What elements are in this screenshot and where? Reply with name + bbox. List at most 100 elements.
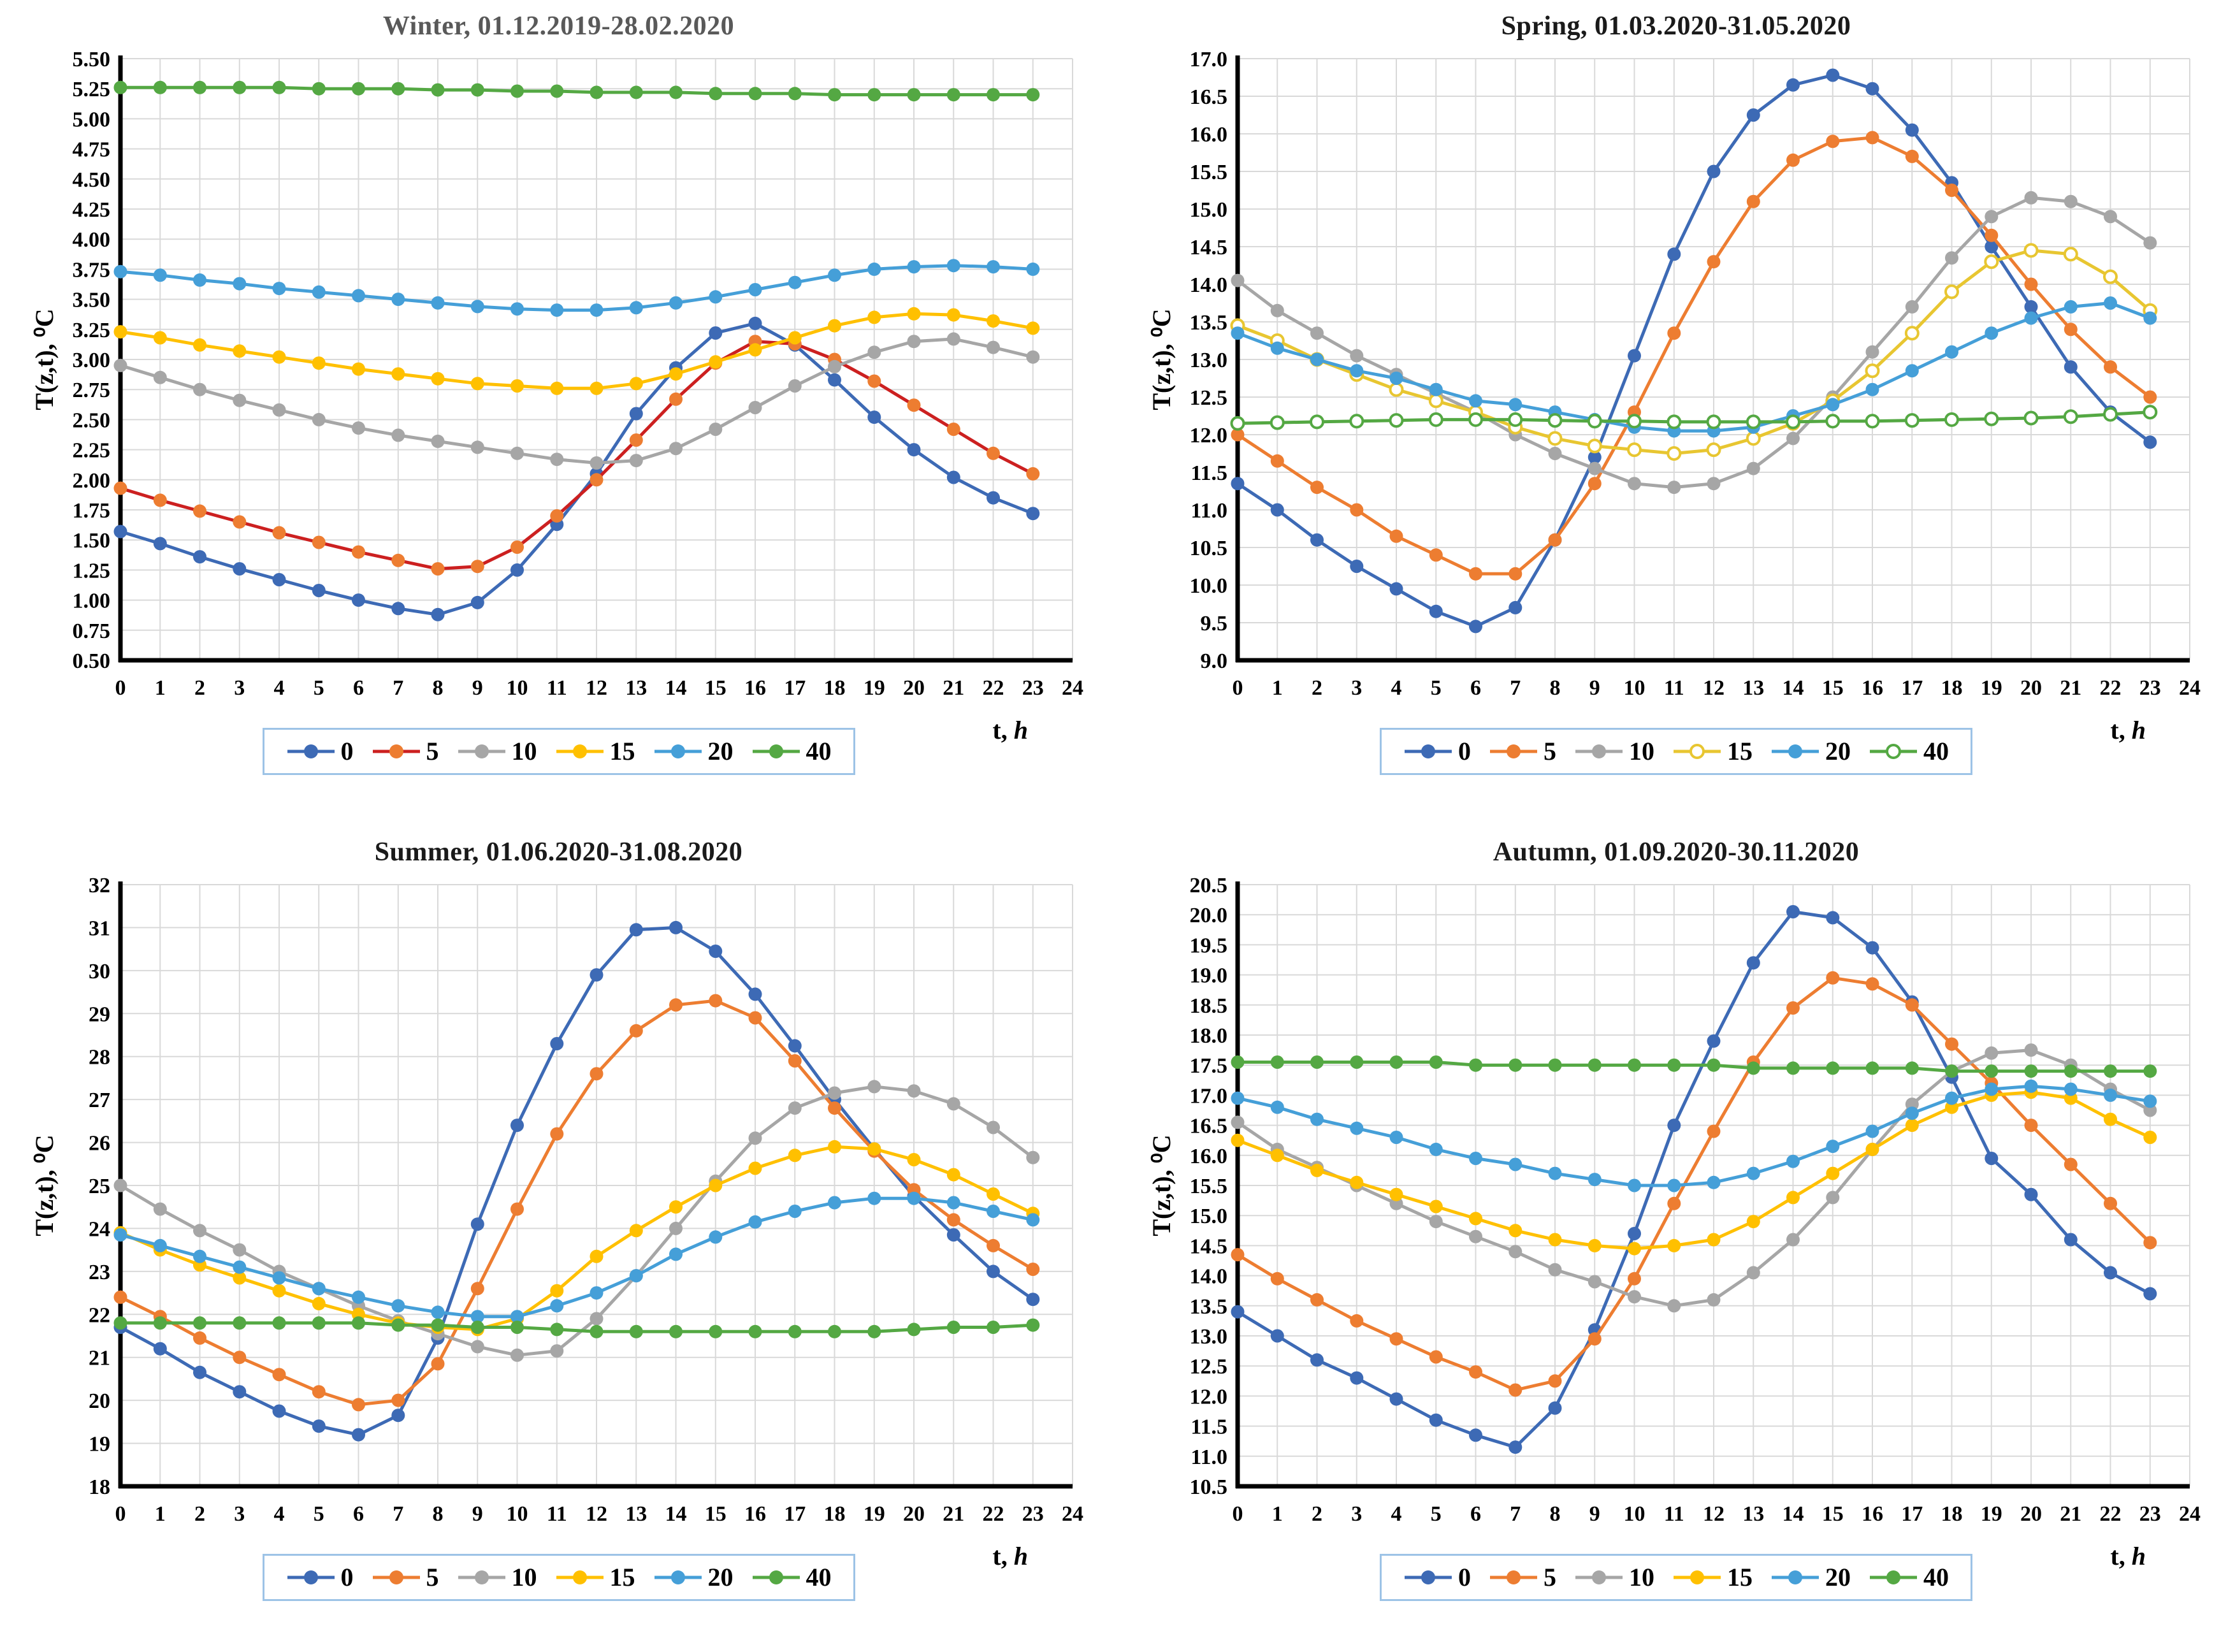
svg-text:17.5: 17.5 <box>1190 1054 1228 1078</box>
svg-text:10.5: 10.5 <box>1190 537 1228 560</box>
svg-text:15.0: 15.0 <box>1190 198 1228 222</box>
legend-marker-icon <box>1575 744 1623 758</box>
svg-text:17: 17 <box>784 676 806 700</box>
legend-item-depth-40: 40 <box>751 1565 832 1590</box>
legend-autumn: 0 5 10 15 20 40 <box>1380 1554 1972 1601</box>
legend-marker-icon <box>654 1570 702 1584</box>
svg-text:14.5: 14.5 <box>1190 236 1228 259</box>
svg-text:17.0: 17.0 <box>1190 1084 1228 1108</box>
svg-text:5.00: 5.00 <box>72 108 110 131</box>
svg-text:15.0: 15.0 <box>1190 1205 1228 1228</box>
svg-text:2: 2 <box>194 676 205 700</box>
chart-spring: Spring, 01.03.2020-31.05.2020 9.0 9.5 10.0… <box>1117 0 2235 826</box>
legend-marker-icon <box>654 744 702 758</box>
svg-text:18.5: 18.5 <box>1190 994 1228 1018</box>
legend-label: 10 <box>511 1563 537 1591</box>
svg-text:19: 19 <box>1981 1502 2002 1526</box>
svg-text:17: 17 <box>784 1502 806 1526</box>
chart-title-summer: Summer, 01.06.2020-31.08.2020 <box>374 837 743 867</box>
legend-item-depth-0: 0 <box>1403 739 1471 764</box>
legend-item-depth-15: 15 <box>1672 1565 1753 1590</box>
svg-text:18: 18 <box>89 1475 110 1499</box>
legend-marker-icon <box>752 744 800 758</box>
legend-label: 40 <box>1923 1563 1949 1591</box>
svg-text:16: 16 <box>1862 676 1883 700</box>
chart-title-spring: Spring, 01.03.2020-31.05.2020 <box>1501 11 1851 41</box>
svg-text:14.0: 14.0 <box>1190 273 1228 297</box>
svg-text:21: 21 <box>943 676 964 700</box>
svg-text:8: 8 <box>1550 676 1561 700</box>
legend-label: 5 <box>1544 1563 1556 1591</box>
legend-label: 10 <box>511 737 537 765</box>
svg-text:0: 0 <box>1233 676 1243 700</box>
svg-text:9.5: 9.5 <box>1201 612 1228 635</box>
svg-text:16: 16 <box>744 1502 766 1526</box>
svg-text:19: 19 <box>1981 676 2002 700</box>
svg-text:20.0: 20.0 <box>1190 904 1228 927</box>
x-axis-unit: h <box>1013 1542 1028 1570</box>
x-axis-label-spring: t, h <box>2110 715 2146 745</box>
svg-text:24: 24 <box>89 1217 110 1241</box>
legend-label: 0 <box>1458 1563 1471 1591</box>
svg-text:12.5: 12.5 <box>1190 1355 1228 1379</box>
svg-text:8: 8 <box>1550 1502 1561 1526</box>
legend-item-depth-5: 5 <box>1489 739 1556 764</box>
legend-marker-icon <box>458 744 505 758</box>
legend-marker-icon <box>1405 1570 1452 1584</box>
legend-item-depth-5: 5 <box>1489 1565 1556 1590</box>
legend-label: 15 <box>609 1563 635 1591</box>
svg-text:11.5: 11.5 <box>1190 1416 1227 1439</box>
svg-text:5.25: 5.25 <box>72 78 110 101</box>
chart-plot-autumn: 10.5 11.0 11.5 12.0 12.5 13.0 13.5 14.0 14.5 15.0… <box>1147 874 2201 1526</box>
svg-text:23: 23 <box>1022 1502 1043 1526</box>
svg-text:10: 10 <box>506 676 528 700</box>
legend-label: 5 <box>426 1563 439 1591</box>
svg-text:12.0: 12.0 <box>1190 424 1228 447</box>
svg-text:23: 23 <box>89 1261 110 1284</box>
svg-text:14: 14 <box>1783 676 1804 700</box>
svg-text:15.5: 15.5 <box>1190 1175 1228 1198</box>
svg-text:14.0: 14.0 <box>1190 1265 1228 1289</box>
svg-text:2.50: 2.50 <box>72 409 110 432</box>
legend-item-depth-20: 20 <box>653 1565 734 1590</box>
svg-text:7: 7 <box>1510 676 1521 700</box>
svg-text:18: 18 <box>1941 1502 1963 1526</box>
legend-label: 15 <box>1727 737 1753 765</box>
svg-text:19.0: 19.0 <box>1190 964 1228 988</box>
legend-item-depth-0: 0 <box>286 1565 354 1590</box>
legend-label: 0 <box>340 1563 354 1591</box>
legend-label: 5 <box>1544 737 1556 765</box>
svg-text:20: 20 <box>2020 676 2042 700</box>
legend-marker-icon <box>1870 744 1917 759</box>
svg-text:4: 4 <box>273 676 284 700</box>
x-axis-label-summer: t, h <box>992 1541 1028 1571</box>
svg-text:13: 13 <box>1742 676 1764 700</box>
legend-label: 15 <box>1727 1563 1753 1591</box>
svg-text:T(z,t), ⁰C: T(z,t), ⁰C <box>1147 308 1176 410</box>
svg-text:10: 10 <box>1624 676 1646 700</box>
svg-text:1.00: 1.00 <box>72 590 110 613</box>
svg-text:10.0: 10.0 <box>1190 574 1228 598</box>
svg-text:18.0: 18.0 <box>1190 1024 1228 1048</box>
svg-text:1: 1 <box>154 676 165 700</box>
svg-text:3.75: 3.75 <box>72 258 110 282</box>
legend-item-depth-15: 15 <box>1672 739 1753 764</box>
svg-text:11: 11 <box>1664 1502 1684 1526</box>
svg-text:17: 17 <box>1901 1502 1923 1526</box>
legend-marker-icon <box>1870 1570 1917 1584</box>
svg-text:16: 16 <box>744 676 766 700</box>
legend-marker-icon <box>752 1570 800 1584</box>
svg-text:16.0: 16.0 <box>1190 1145 1228 1168</box>
svg-text:13.0: 13.0 <box>1190 349 1228 372</box>
legend-marker-icon <box>556 744 604 758</box>
legend-summer: 0 5 10 15 20 40 <box>262 1554 855 1601</box>
x-axis-label-text: t, <box>2110 1542 2125 1570</box>
svg-text:12: 12 <box>586 1502 607 1526</box>
legend-marker-icon <box>556 1570 604 1584</box>
svg-text:7: 7 <box>393 676 403 700</box>
legend-label: 20 <box>1825 737 1851 765</box>
svg-text:21: 21 <box>2060 1502 2081 1526</box>
svg-text:23: 23 <box>1022 676 1043 700</box>
svg-text:0.50: 0.50 <box>72 649 110 673</box>
